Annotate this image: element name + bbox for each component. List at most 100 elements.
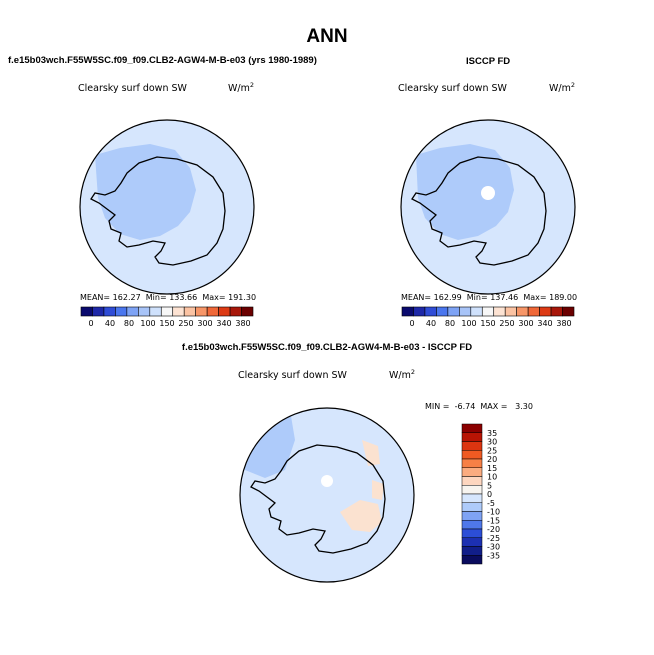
obs-colorbar-tick-label: 100 (461, 319, 476, 328)
model-colorbar-swatch (183, 306, 196, 317)
obs-colorbar-tick-label: 300 (518, 319, 533, 328)
diff-colorbar-tick-label: 10 (487, 473, 497, 482)
diff-colorbar-tick-label: 35 (487, 429, 497, 438)
diff-map-border (239, 407, 415, 583)
diff-map-positive-region-c (372, 480, 384, 500)
model-map-border (79, 119, 255, 295)
diff-map-positive-region-a (340, 500, 382, 532)
model-colorbar-swatch (115, 306, 128, 317)
model-colorbar-tick-label: 300 (197, 319, 212, 328)
obs-colorbar-swatch (413, 306, 426, 317)
obs-colorbar-swatch (470, 306, 483, 317)
obs-colorbar-swatch (562, 306, 575, 317)
obs-colorbar-swatch (493, 306, 506, 317)
diff-colorbar-swatch (461, 450, 483, 460)
diff-colorbar-tick-label: 30 (487, 438, 497, 447)
diff-colorbar-swatch (461, 423, 483, 433)
obs-colorbar-swatch (539, 306, 552, 317)
model-colorbar-tick-label: 100 (140, 319, 155, 328)
diff-colorbar-swatch (461, 555, 483, 565)
model-colorbar-tick-label: 40 (105, 319, 115, 328)
diff-colorbar-swatch (461, 441, 483, 451)
obs-map-pole-hole (481, 186, 495, 200)
panel1-units-label: W/m2 (228, 81, 254, 95)
diff-colorbar-tick-label: 20 (487, 455, 497, 464)
panel2-stats: MEAN= 162.99 Min= 137.46 Max= 189.00 (401, 293, 578, 302)
obs-colorbar-swatch (436, 306, 449, 317)
model-colorbar-swatch (138, 306, 151, 317)
diff-colorbar-tick-label: -5 (487, 499, 495, 508)
model-colorbar-swatch (195, 306, 208, 317)
diff-variable-label: Clearsky surf down SW (238, 370, 347, 381)
diff-colorbar-swatch (461, 537, 483, 547)
diff-map-pole-hole (321, 475, 333, 487)
diff-colorbar-swatch (461, 493, 483, 503)
model-map (79, 119, 255, 295)
obs-map-shading (416, 144, 514, 240)
obs-colorbar-swatch (424, 306, 437, 317)
diff-map (239, 407, 415, 583)
obs-colorbar-tick-label: 150 (480, 319, 495, 328)
panel1-stats: MEAN= 162.27 Min= 133.66 Max= 191.30 (80, 293, 257, 302)
diff-colorbar-swatch (461, 511, 483, 521)
model-colorbar-swatch (149, 306, 162, 317)
obs-colorbar-tick-label: 380 (556, 319, 571, 328)
diff-colorbar-tick-label: -35 (487, 551, 500, 560)
diff-colorbar-tick-label: 0 (487, 490, 492, 499)
diff-colorbar-swatch (461, 485, 483, 495)
diff-colorbar-tick-label: 25 (487, 446, 497, 455)
model-map-shading (95, 144, 196, 240)
diff-colorbar-tick-label: -15 (487, 516, 500, 525)
model-colorbar-tick-label: 0 (88, 319, 93, 328)
diff-colorbar-tick-label: -30 (487, 543, 500, 552)
diff-colorbar-swatch (461, 502, 483, 512)
diff-panel-title: f.e15b03wch.F55W5SC.f09_f09.CLB2-AGW4-M-… (181, 342, 473, 353)
obs-map (400, 119, 576, 295)
panel1-variable-label: Clearsky surf down SW (78, 83, 187, 94)
case-panel-title: f.e15b03wch.F55W5SC.f09_f09.CLB2-AGW4-M-… (8, 55, 317, 66)
obs-colorbar-swatch (516, 306, 529, 317)
model-colorbar-swatch (206, 306, 219, 317)
diff-colorbar-tick-label: -20 (487, 525, 500, 534)
obs-map-border (400, 119, 576, 295)
obs-colorbar-tick-label: 340 (537, 319, 552, 328)
obs-colorbar-swatch (527, 306, 540, 317)
panel2-units-label: W/m2 (549, 81, 575, 95)
diff-stats: MIN = -6.74 MAX = 3.30 (425, 402, 533, 411)
obs-colorbar: 0 40 80 100 150 250 300 340 380 (401, 306, 575, 328)
obs-colorbar-tick-label: 80 (445, 319, 455, 328)
obs-colorbar-swatch (447, 306, 460, 317)
diff-colorbar-swatch (461, 546, 483, 556)
model-colorbar-swatch (241, 306, 254, 317)
obs-colorbar-swatch (459, 306, 472, 317)
model-colorbar-tick-label: 250 (178, 319, 193, 328)
model-colorbar-tick-label: 80 (124, 319, 134, 328)
diff-colorbar-swatch (461, 520, 483, 530)
model-colorbar-swatch (229, 306, 242, 317)
diff-colorbar-tick-label: 15 (487, 464, 497, 473)
obs-colorbar-tick-label: 40 (426, 319, 436, 328)
main-title: ANN (306, 26, 348, 47)
model-colorbar-tick-label: 150 (159, 319, 174, 328)
diff-colorbar-tick-label: -25 (487, 534, 500, 543)
model-colorbar-swatch (172, 306, 185, 317)
model-colorbar-swatch (160, 306, 174, 317)
model-colorbar-swatch (103, 306, 116, 317)
model-colorbar: 0 40 80 100 150 250 300 340 380 (80, 306, 254, 328)
obs-colorbar-swatch (481, 306, 495, 317)
model-colorbar-swatch (126, 306, 139, 317)
diff-colorbar-swatch (461, 528, 483, 538)
diff-colorbar-swatch (461, 476, 483, 486)
obs-colorbar-swatch (550, 306, 563, 317)
obs-panel-title: ISCCP FD (466, 56, 511, 67)
diff-colorbar-tick-label: -10 (487, 508, 500, 517)
model-colorbar-tick-label: 380 (235, 319, 250, 328)
obs-colorbar-swatch (401, 306, 414, 317)
model-colorbar-swatch (80, 306, 93, 317)
diff-colorbar-swatch (461, 467, 483, 477)
obs-colorbar-swatch (504, 306, 517, 317)
model-colorbar-swatch (218, 306, 231, 317)
diff-colorbar-tick-label: 5 (487, 481, 492, 490)
